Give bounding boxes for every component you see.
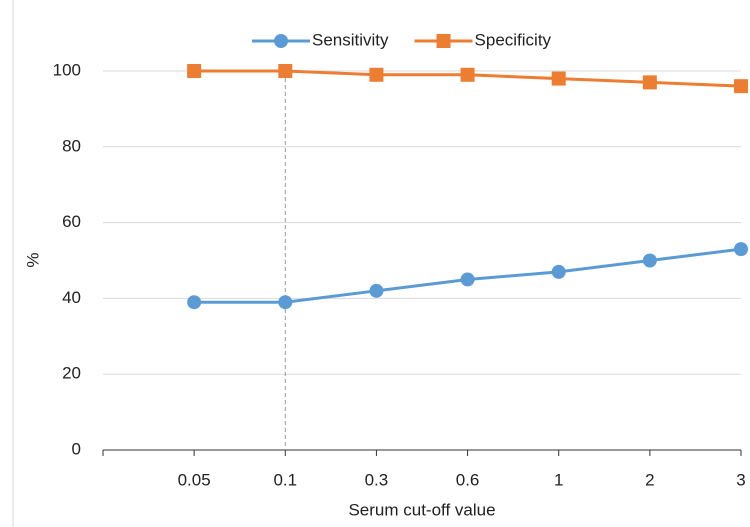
y-tick-label: 0: [72, 439, 81, 458]
x-tick-label: 0.3: [365, 470, 389, 489]
x-tick-label: 0.6: [456, 470, 480, 489]
data-point: [369, 67, 384, 82]
data-point: [187, 295, 202, 310]
y-tick-label: 80: [62, 136, 81, 155]
data-point: [187, 64, 202, 78]
y-tick-label: 20: [62, 364, 81, 383]
x-axis-label: Serum cut-off value: [348, 500, 495, 519]
legend-label: Specificity: [475, 30, 552, 49]
y-tick-label: 100: [53, 60, 81, 79]
x-tick-label: 3: [736, 470, 745, 489]
legend-label: Sensitivity: [312, 30, 389, 49]
x-tick-label: 0.1: [273, 470, 297, 489]
data-point: [734, 242, 748, 257]
data-point: [460, 272, 475, 287]
data-point: [734, 79, 748, 94]
data-point: [642, 75, 657, 90]
data-point: [642, 253, 657, 268]
y-axis-label: %: [23, 252, 42, 267]
x-tick-label: 0.05: [178, 470, 211, 489]
legend-marker: [274, 34, 288, 48]
data-point: [278, 64, 293, 78]
y-tick-label: 60: [62, 212, 81, 231]
x-tick-label: 2: [645, 470, 654, 489]
data-point: [369, 283, 384, 298]
y-tick-label: 40: [62, 288, 81, 307]
data-point: [551, 71, 566, 86]
data-point: [551, 264, 566, 279]
data-point: [278, 295, 293, 310]
data-point: [460, 67, 475, 82]
x-tick-label: 1: [554, 470, 563, 489]
legend-marker: [436, 34, 451, 48]
